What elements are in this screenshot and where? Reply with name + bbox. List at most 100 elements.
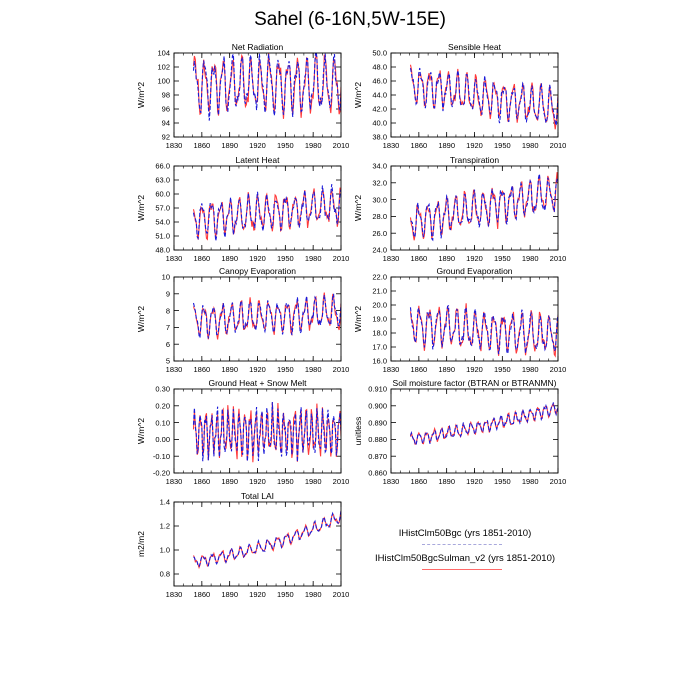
x-tick-label: 1890 — [438, 141, 455, 150]
y-tick-label: 22.0 — [372, 273, 387, 282]
y-tick-label: 0.30 — [155, 385, 170, 394]
y-axis-label: W/m^2 — [136, 418, 146, 444]
y-axis-label: W/m^2 — [136, 306, 146, 332]
x-tick-label: 1920 — [466, 254, 483, 263]
x-tick-label: 1830 — [383, 254, 400, 263]
x-tick-label: 1920 — [466, 141, 483, 150]
y-tick-label: 44.0 — [372, 91, 387, 100]
x-tick-label: 1980 — [305, 477, 322, 486]
plot-frame — [390, 276, 559, 362]
series-line-baseline — [192, 53, 341, 121]
y-tick-label: 7 — [166, 323, 170, 332]
y-tick-label: 66.0 — [155, 162, 170, 171]
x-tick-label: 2010 — [333, 254, 350, 263]
x-tick-label: 1980 — [522, 365, 539, 374]
y-tick-label: 0.860 — [368, 469, 387, 478]
legend-entry-sulman: IHistClm50BgcSulman_v2 (yrs 1851-2010) — [355, 553, 575, 578]
y-tick-label: 100 — [157, 77, 170, 86]
y-tick-label: 34.0 — [372, 162, 387, 171]
page-title: Sahel (6-16N,5W-15E) — [254, 9, 446, 30]
y-axis-label: W/m^2 — [353, 306, 363, 332]
y-tick-label: 94 — [162, 119, 170, 128]
x-tick-label: 1890 — [438, 477, 455, 486]
y-tick-label: 24.0 — [372, 246, 387, 255]
x-tick-label: 1920 — [249, 477, 266, 486]
x-tick-label: 1950 — [277, 477, 294, 486]
plot-frame — [390, 165, 559, 251]
series-line-baseline — [409, 67, 558, 126]
y-tick-label: 0.880 — [368, 435, 387, 444]
x-tick-label: 1860 — [410, 254, 427, 263]
y-tick-label: 57.0 — [155, 204, 170, 213]
chart-panel-2: Sensible Heat W/m^2 1830 1860 1890 1920 1950 19… — [353, 42, 566, 150]
y-axis-label: unitless — [353, 417, 363, 446]
y-tick-label: 42.0 — [372, 105, 387, 114]
y-tick-label: 26.0 — [372, 229, 387, 238]
x-tick-label: 1830 — [166, 590, 183, 599]
x-tick-label: 1950 — [494, 254, 511, 263]
y-tick-label: 40.0 — [372, 119, 387, 128]
x-tick-label: 1830 — [166, 365, 183, 374]
x-tick-label: 1860 — [193, 590, 210, 599]
legend-entry-baseline: IHistClm50Bgc (yrs 1851-2010) — [355, 528, 575, 553]
x-tick-label: 1830 — [383, 365, 400, 374]
plot-frame — [173, 52, 342, 138]
plot-frame — [173, 165, 342, 251]
chart-panel-4: Transpiration W/m^2 1830 1860 1890 1920 1950 19… — [353, 155, 566, 263]
x-tick-label: 1920 — [249, 141, 266, 150]
y-tick-label: 28.0 — [372, 212, 387, 221]
x-tick-label: 2010 — [550, 254, 567, 263]
x-tick-label: 1980 — [522, 477, 539, 486]
y-tick-label: 1.2 — [160, 522, 170, 531]
y-tick-label: 0.910 — [368, 385, 387, 394]
x-tick-label: 2010 — [550, 365, 567, 374]
series-line-baseline — [192, 402, 341, 462]
x-tick-label: 1950 — [277, 254, 294, 263]
y-tick-label: 54.0 — [155, 218, 170, 227]
y-tick-label: 8 — [166, 306, 170, 315]
x-tick-label: 2010 — [333, 365, 350, 374]
legend-dashed-line-icon — [422, 544, 502, 545]
y-tick-label: 21.0 — [372, 287, 387, 296]
series-line-baseline — [192, 293, 341, 339]
x-tick-label: 1950 — [277, 141, 294, 150]
legend-label: IHistClm50BgcSulman_v2 (yrs 1851-2010) — [374, 553, 556, 564]
x-tick-label: 2010 — [550, 141, 567, 150]
x-tick-label: 1980 — [305, 590, 322, 599]
chart-panel-6: Ground Evaporation W/m^2 1830 1860 1890 1920 1… — [353, 266, 566, 374]
plot-frame — [173, 388, 342, 474]
x-tick-label: 1860 — [193, 477, 210, 486]
x-tick-label: 1860 — [410, 365, 427, 374]
y-tick-label: 98 — [162, 91, 170, 100]
x-tick-label: 1890 — [221, 590, 238, 599]
y-tick-label: 19.0 — [372, 315, 387, 324]
panel-title: Soil moisture factor (BTRAN or BTRANMN) — [393, 378, 557, 388]
x-tick-label: 1890 — [438, 254, 455, 263]
y-tick-label: 10 — [162, 273, 170, 282]
y-tick-label: 30.0 — [372, 195, 387, 204]
series-line-baseline — [409, 402, 558, 446]
y-tick-label: 6 — [166, 340, 170, 349]
x-tick-label: 1830 — [383, 141, 400, 150]
x-tick-label: 1950 — [277, 590, 294, 599]
y-tick-label: 1.4 — [160, 498, 170, 507]
y-axis-label: W/m^2 — [136, 82, 146, 108]
legend: IHistClm50Bgc (yrs 1851-2010) IHistClm50… — [355, 528, 575, 578]
x-tick-label: 1950 — [494, 141, 511, 150]
y-tick-label: 104 — [157, 49, 170, 58]
x-tick-label: 1860 — [410, 477, 427, 486]
y-tick-label: -0.20 — [153, 469, 170, 478]
y-axis-label: W/m^2 — [353, 82, 363, 108]
x-tick-label: 2010 — [333, 477, 350, 486]
x-tick-label: 1890 — [221, 254, 238, 263]
x-tick-label: 1920 — [466, 365, 483, 374]
chart-panel-7: Ground Heat + Snow Melt W/m^2 1830 1860 1890… — [136, 378, 349, 486]
y-tick-label: 18.0 — [372, 329, 387, 338]
y-tick-label: 0.900 — [368, 402, 387, 411]
y-tick-label: 17.0 — [372, 343, 387, 352]
panel-title: Total LAI — [241, 491, 274, 501]
y-tick-label: 20.0 — [372, 301, 387, 310]
y-axis-label: m2/m2 — [136, 531, 146, 557]
x-tick-label: 1920 — [249, 254, 266, 263]
y-tick-label: 92 — [162, 133, 170, 142]
